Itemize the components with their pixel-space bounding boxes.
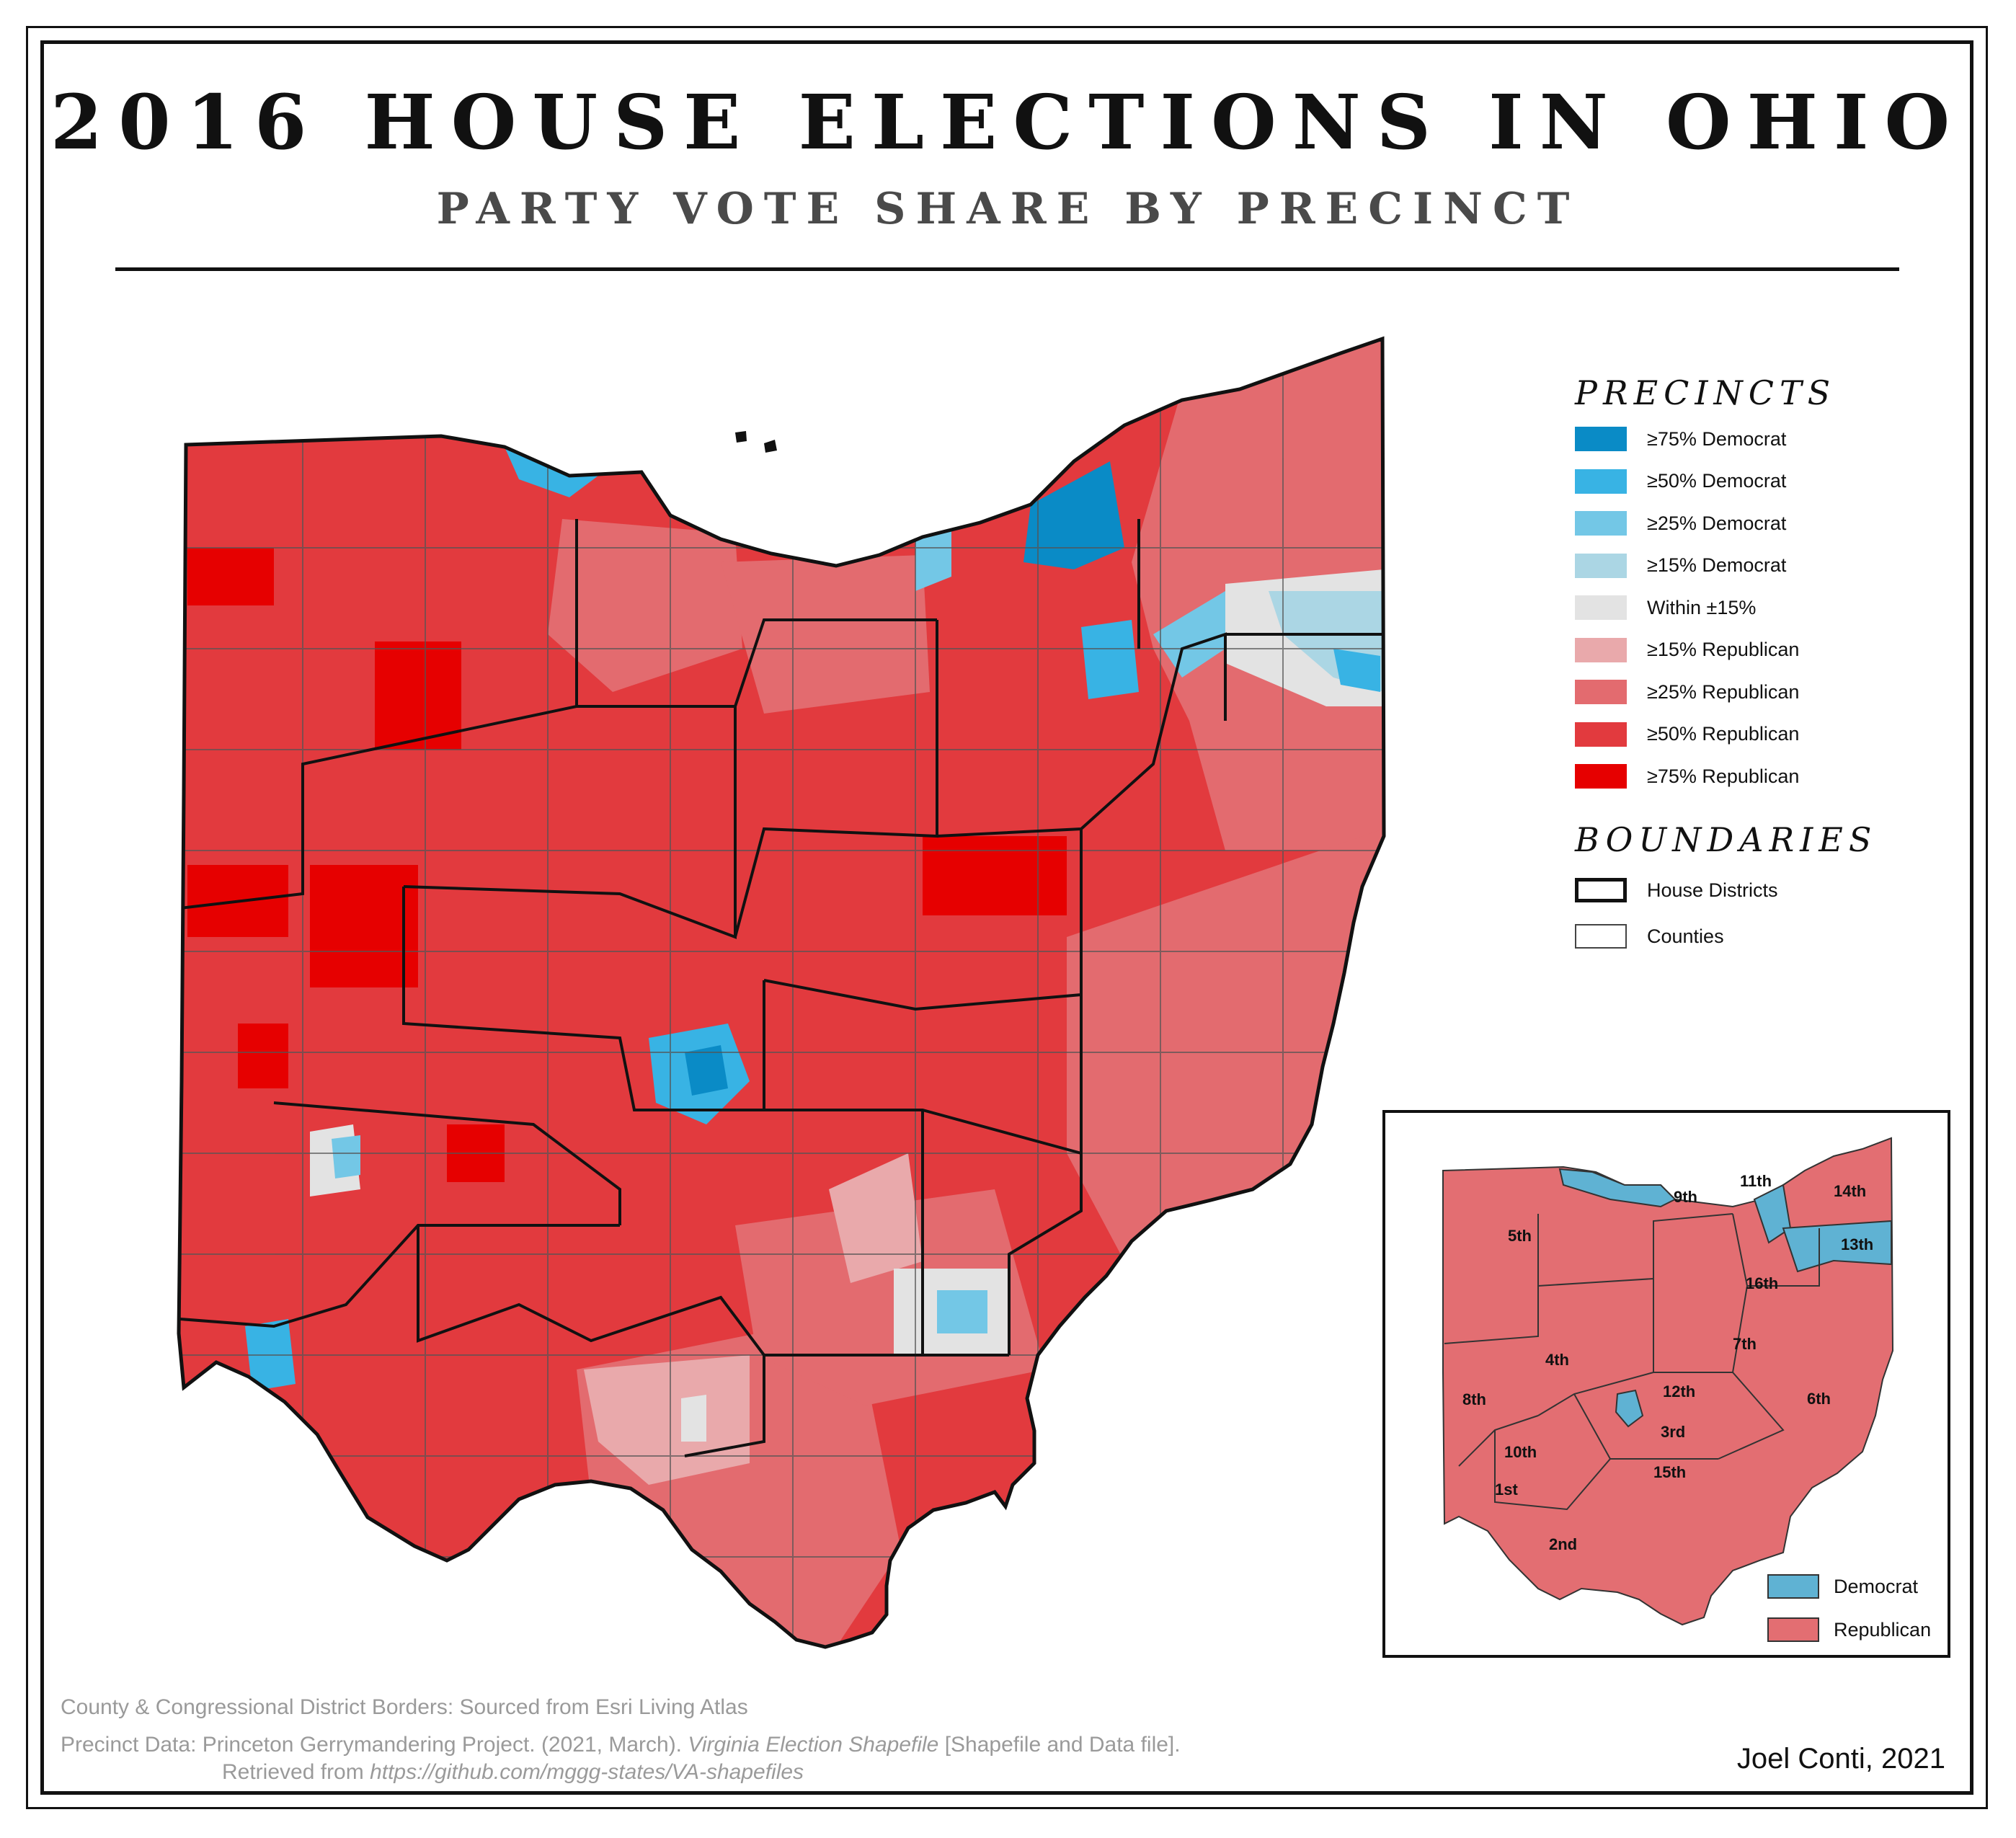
- outer-frame: [26, 26, 1988, 1809]
- north-central-r25-region: [721, 555, 930, 714]
- inset-label-15th: 15th: [1653, 1463, 1686, 1481]
- legend-row-precinct: ≥25% Republican: [1575, 680, 1799, 704]
- map-title: 2016 HOUSE ELECTIONS IN OHIO: [50, 78, 1966, 167]
- inset-district-13th: [1782, 1220, 1892, 1273]
- inset-district-map: 5th 9th 11th 14th 13th 16th 4th 7th 8th …: [1382, 1110, 1950, 1658]
- inset-label-4th: 4th: [1545, 1351, 1569, 1369]
- inset-label-13th: 13th: [1841, 1235, 1873, 1253]
- cleveland-d75: [1023, 461, 1124, 569]
- legend-label: ≥75% Democrat: [1647, 427, 1787, 450]
- legend-label: House Districts: [1647, 879, 1778, 901]
- legend-label: ≥75% Republican: [1647, 765, 1800, 787]
- columbus-d75: [685, 1045, 728, 1096]
- lorain-d25: [915, 530, 951, 591]
- athens-d25: [937, 1290, 987, 1333]
- legend-label: ≥15% Democrat: [1647, 554, 1787, 576]
- r75-patch: [923, 836, 1067, 915]
- inset-label-12th: 12th: [1663, 1382, 1695, 1400]
- author-credit: Joel Conti, 2021: [1736, 1743, 1945, 1775]
- legend-row-precinct: ≥15% Republican: [1575, 637, 1800, 662]
- legend-swatch: [1575, 469, 1627, 494]
- inset-district-11th: [1753, 1184, 1792, 1244]
- lake-erie-island: [764, 440, 777, 453]
- inset-legend-label: Democrat: [1834, 1575, 1919, 1597]
- legend-row-precinct: ≥15% Democrat: [1575, 553, 1787, 578]
- legend-swatch: [1575, 637, 1627, 662]
- legend-row-precinct: ≥50% Democrat: [1575, 469, 1786, 494]
- inset-label-9th: 9th: [1674, 1188, 1697, 1206]
- source-url[interactable]: https://github.com/mggg-states/VA-shapef…: [370, 1760, 804, 1784]
- legend-swatch: [1575, 511, 1627, 536]
- source-precinct-title: Virginia Election Shapefile: [688, 1733, 939, 1757]
- legend-swatch: [1575, 553, 1627, 578]
- source-borders: County & Congressional District Borders:…: [61, 1695, 748, 1719]
- legend-label: ≥50% Democrat: [1647, 470, 1787, 492]
- akron-d50: [1081, 620, 1139, 699]
- legend-boundaries-heading: BOUNDARIES: [1575, 820, 1878, 859]
- inset-legend-republican: Republican: [1767, 1617, 1931, 1642]
- legend-swatch: [1575, 764, 1627, 789]
- legend-row-precinct: ≥75% Democrat: [1575, 427, 1786, 451]
- legend-swatch-counties: [1575, 924, 1627, 949]
- legend-row-precinct: ≥50% Republican: [1575, 722, 1799, 747]
- inset-swatch-republican: [1767, 1617, 1819, 1642]
- legend-swatch: [1575, 595, 1627, 620]
- inset-label-2nd: 2nd: [1549, 1535, 1577, 1553]
- river-tossup: [681, 1395, 706, 1442]
- title-rule: [115, 267, 1899, 271]
- inset-district-lines: [1444, 1213, 1820, 1511]
- legend-row-house-districts: House Districts: [1575, 878, 1778, 902]
- inset-legend-label: Republican: [1834, 1618, 1932, 1641]
- southeast-r15-region: [829, 1153, 923, 1283]
- source-precinct-data: Precinct Data: Princeton Gerrymandering …: [61, 1733, 1181, 1757]
- legend-swatch: [1575, 722, 1627, 747]
- legend-row-precinct: ≥25% Democrat: [1575, 511, 1786, 536]
- inset-label-14th: 14th: [1834, 1182, 1866, 1200]
- inset-district-9th: [1558, 1168, 1677, 1208]
- inset-label-11th: 11th: [1740, 1172, 1772, 1190]
- youngstown-d50: [1333, 649, 1380, 692]
- house-district-boundaries: [179, 519, 1384, 1457]
- inset-ohio-republican: [1442, 1137, 1894, 1626]
- map-subtitle: PARTY VOTE SHARE BY PRECINCT: [436, 184, 1580, 234]
- inset-label-1st: 1st: [1495, 1480, 1518, 1499]
- source-retrieved-prefix: Retrieved from: [222, 1760, 370, 1784]
- legend-label: Counties: [1647, 925, 1724, 947]
- legend-label: ≥15% Republican: [1647, 639, 1800, 660]
- source-precinct-prefix: Precinct Data: Princeton Gerrymandering …: [61, 1733, 688, 1757]
- youngstown-d25: [1153, 591, 1225, 678]
- inner-frame: [40, 40, 1973, 1795]
- inset-swatch-democrat: [1767, 1574, 1819, 1599]
- inset-label-3rd: 3rd: [1661, 1423, 1685, 1441]
- legend-label: ≥25% Republican: [1647, 680, 1800, 703]
- r75-patch: [187, 548, 274, 605]
- inset-map-svg: 5th 9th 11th 14th 13th 16th 4th 7th 8th …: [1442, 1137, 1894, 1626]
- legend-swatch-house-districts: [1575, 878, 1627, 902]
- r75-patch: [310, 865, 418, 987]
- inset-label-8th: 8th: [1462, 1390, 1486, 1408]
- inset-label-5th: 5th: [1508, 1227, 1532, 1245]
- legend-row-precinct: Within ±15%: [1575, 595, 1756, 620]
- inset-district-3rd: [1615, 1389, 1644, 1428]
- legend-label: ≥50% Republican: [1647, 723, 1800, 745]
- inset-legend-democrat: Democrat: [1767, 1574, 1918, 1599]
- inset-label-16th: 16th: [1746, 1274, 1778, 1292]
- legend-label: Within ±15%: [1647, 596, 1757, 618]
- legend-swatch: [1575, 427, 1627, 451]
- lake-erie-island: [735, 431, 747, 443]
- r75-patch: [238, 1024, 288, 1088]
- legend-swatch: [1575, 680, 1627, 704]
- source-retrieved: Retrieved from https://github.com/mggg-s…: [222, 1760, 804, 1785]
- legend-row-precinct: ≥75% Republican: [1575, 764, 1799, 789]
- source-precinct-suffix: [Shapefile and Data file].: [938, 1733, 1181, 1757]
- inset-label-10th: 10th: [1504, 1443, 1537, 1461]
- dayton-d25: [332, 1135, 360, 1178]
- inset-label-7th: 7th: [1733, 1335, 1757, 1353]
- inset-label-6th: 6th: [1807, 1390, 1831, 1408]
- legend-precincts-heading: PRECINCTS: [1575, 373, 1837, 412]
- legend-row-counties: Counties: [1575, 924, 1724, 949]
- r75-patch: [375, 641, 461, 750]
- legend-label: ≥25% Democrat: [1647, 512, 1787, 534]
